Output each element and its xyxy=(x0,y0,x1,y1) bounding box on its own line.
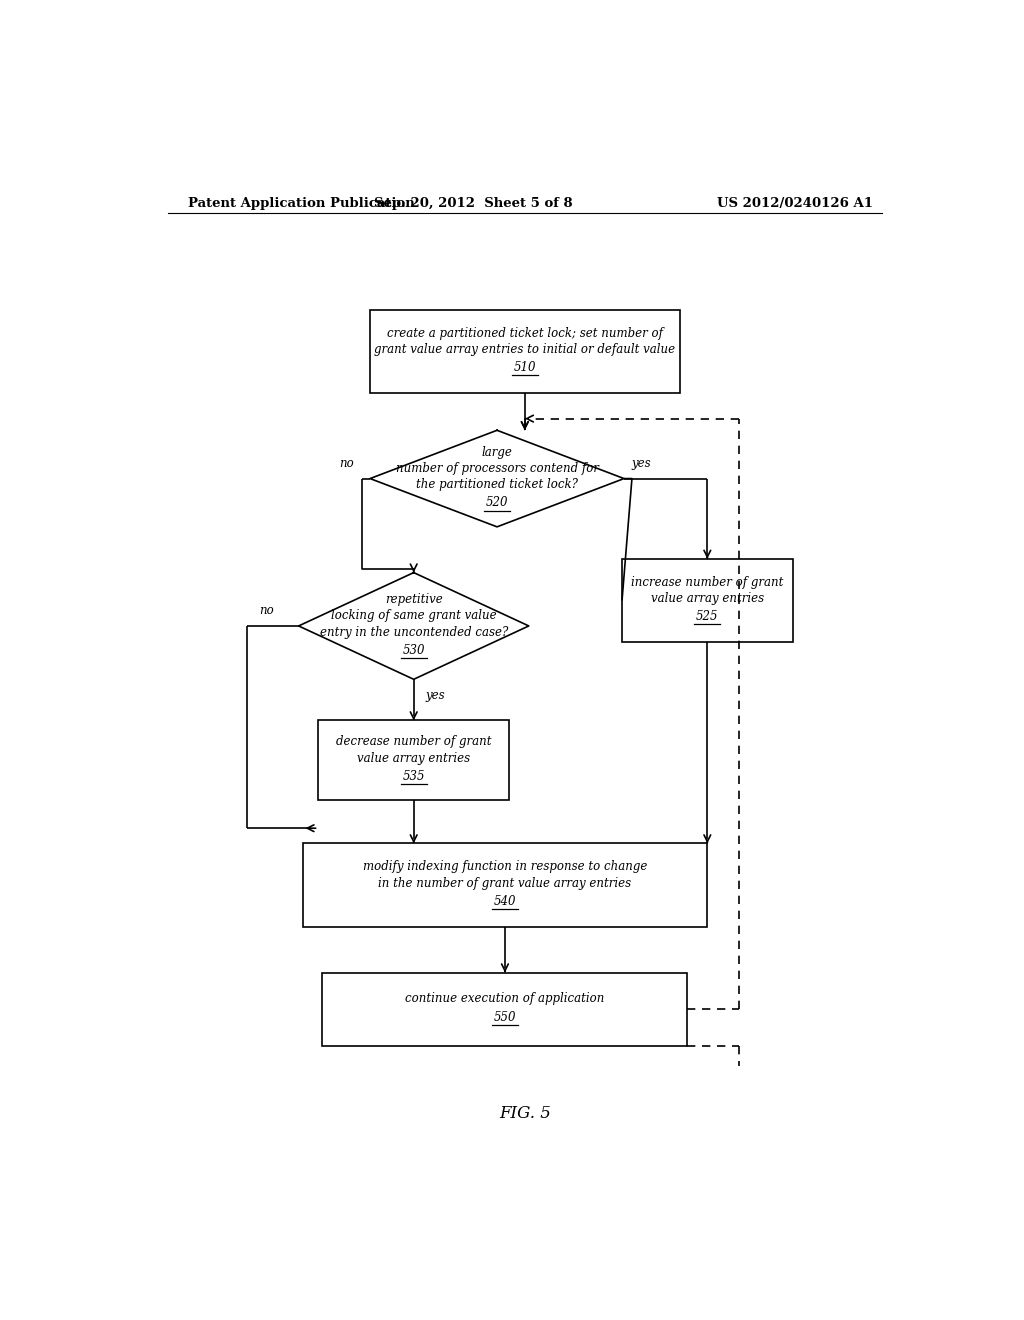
Text: 525: 525 xyxy=(696,610,719,623)
Text: US 2012/0240126 A1: US 2012/0240126 A1 xyxy=(717,197,872,210)
Text: decrease number of grant: decrease number of grant xyxy=(336,735,492,748)
Bar xyxy=(323,973,687,1045)
Text: 530: 530 xyxy=(402,644,425,657)
Text: 540: 540 xyxy=(494,895,516,908)
Text: in the number of grant value array entries: in the number of grant value array entri… xyxy=(379,876,632,890)
Text: entry in the uncontended case?: entry in the uncontended case? xyxy=(319,626,508,639)
Text: Patent Application Publication: Patent Application Publication xyxy=(187,197,415,210)
Text: no: no xyxy=(259,605,274,618)
Text: value array entries: value array entries xyxy=(651,591,764,605)
Bar xyxy=(318,721,509,800)
Text: repetitive: repetitive xyxy=(385,593,442,606)
Bar xyxy=(370,310,680,393)
Polygon shape xyxy=(370,430,624,527)
Text: FIG. 5: FIG. 5 xyxy=(499,1105,551,1122)
Text: yes: yes xyxy=(426,689,445,702)
Text: modify indexing function in response to change: modify indexing function in response to … xyxy=(362,861,647,874)
Text: 535: 535 xyxy=(402,770,425,783)
Bar xyxy=(622,558,793,643)
Bar xyxy=(303,843,708,927)
Text: no: no xyxy=(339,457,353,470)
Text: 520: 520 xyxy=(485,496,508,510)
Text: large: large xyxy=(481,446,512,458)
Text: increase number of grant: increase number of grant xyxy=(631,576,783,589)
Text: 550: 550 xyxy=(494,1011,516,1024)
Text: yes: yes xyxy=(632,457,651,470)
Text: 510: 510 xyxy=(514,362,536,375)
Text: continue execution of application: continue execution of application xyxy=(406,993,604,1006)
Text: number of processors contend for: number of processors contend for xyxy=(395,462,598,475)
Text: locking of same grant value: locking of same grant value xyxy=(331,610,497,622)
Text: the partitioned ticket lock?: the partitioned ticket lock? xyxy=(416,478,578,491)
Polygon shape xyxy=(299,573,528,680)
Text: create a partitioned ticket lock; set number of: create a partitioned ticket lock; set nu… xyxy=(387,327,663,339)
Text: grant value array entries to initial or default value: grant value array entries to initial or … xyxy=(374,343,676,356)
Text: value array entries: value array entries xyxy=(357,751,470,764)
Text: Sep. 20, 2012  Sheet 5 of 8: Sep. 20, 2012 Sheet 5 of 8 xyxy=(374,197,572,210)
